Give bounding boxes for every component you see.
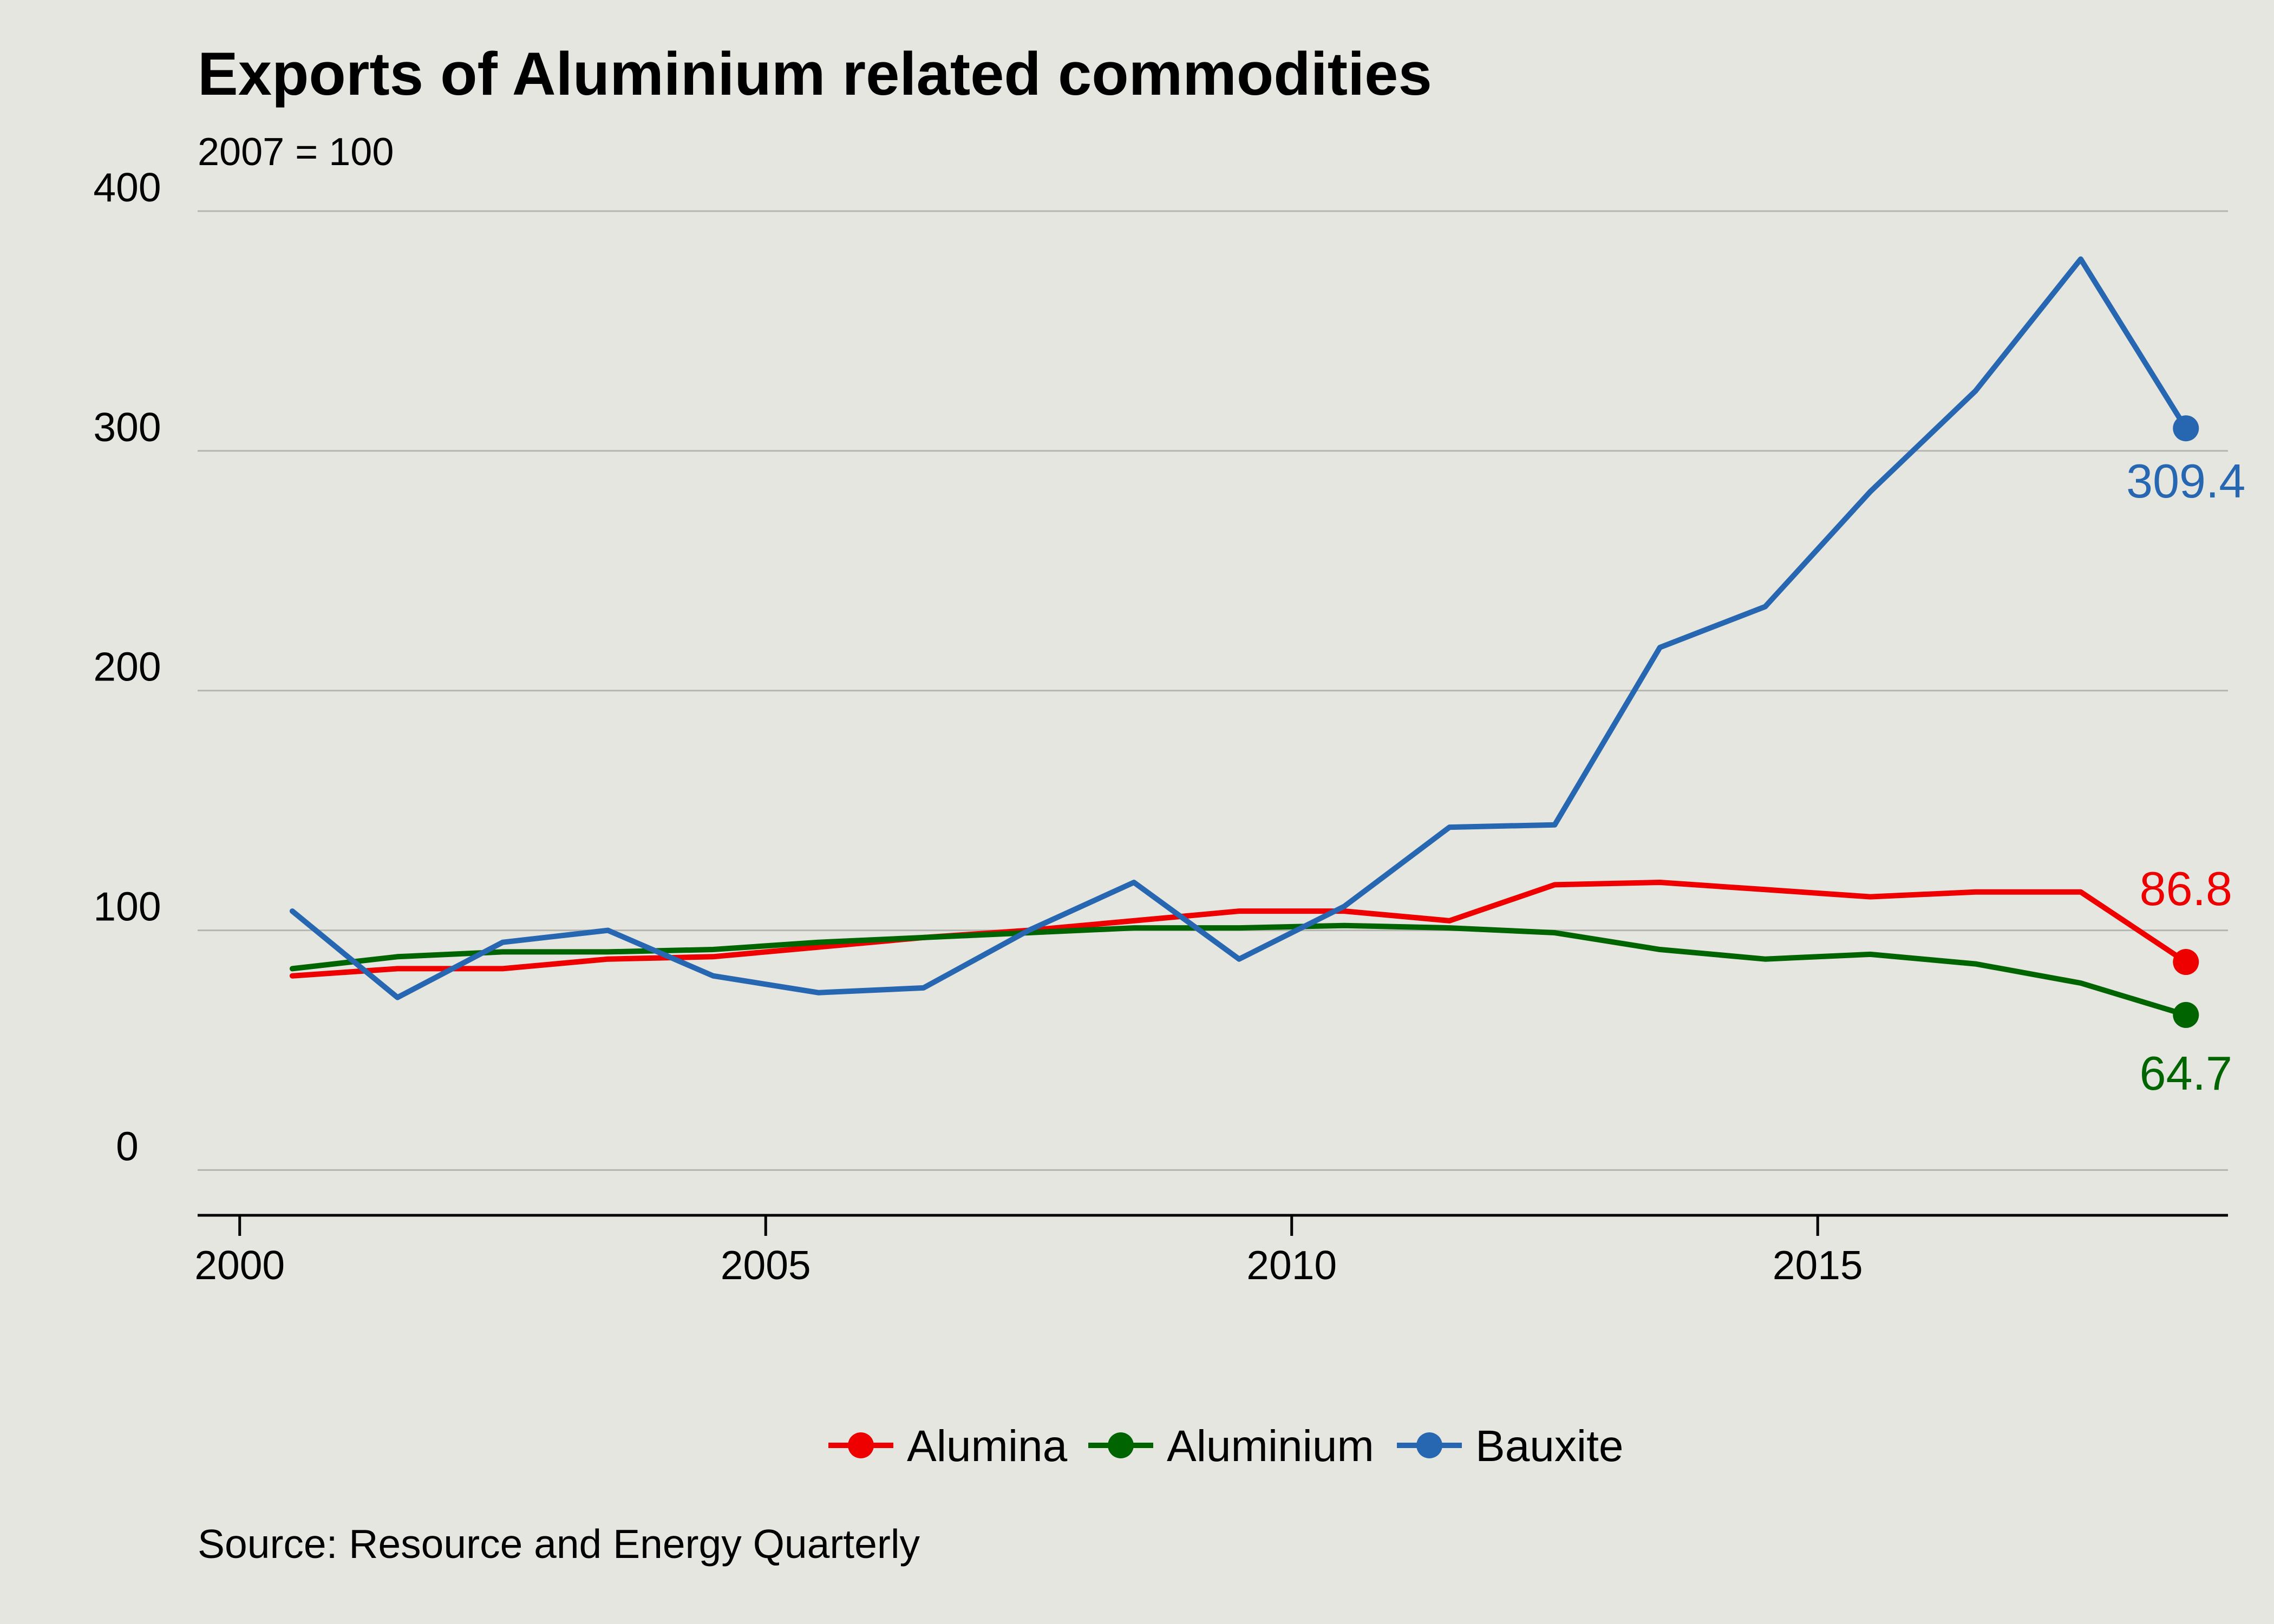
y-tick-label-100: 100 bbox=[93, 884, 161, 929]
legend-label-bauxite: Bauxite bbox=[1475, 1422, 1624, 1471]
series-line-aluminium bbox=[289, 922, 2189, 1018]
plot-lines bbox=[289, 256, 2199, 1028]
legend-swatch-point-alumina bbox=[848, 1432, 874, 1458]
y-tick-label-400: 400 bbox=[93, 165, 161, 210]
end-label-alumina: 86.8 bbox=[2140, 862, 2232, 915]
end-label-bauxite: 309.4 bbox=[2126, 454, 2245, 508]
x-axis: 2000 2005 2010 2015 bbox=[194, 1215, 1863, 1288]
chart-subtitle: 2007 = 100 bbox=[198, 130, 394, 174]
legend-swatch-point-bauxite bbox=[1416, 1432, 1442, 1458]
chart-title: Exports of Aluminium related commodities bbox=[198, 40, 1432, 108]
y-axis-labels: 0 100 200 300 400 bbox=[93, 165, 161, 1169]
end-label-aluminium: 64.7 bbox=[2140, 1046, 2232, 1100]
end-point-alumina bbox=[2173, 949, 2199, 975]
x-tick-label-2000: 2000 bbox=[194, 1242, 285, 1288]
y-tick-label-200: 200 bbox=[93, 644, 161, 690]
series-line-alumina bbox=[289, 880, 2189, 979]
end-point-bauxite bbox=[2173, 415, 2199, 442]
series-line-bauxite bbox=[289, 256, 2189, 1000]
end-labels: 86.8 64.7 309.4 bbox=[2126, 454, 2245, 1100]
legend-label-alumina: Alumina bbox=[907, 1422, 1068, 1471]
end-point-aluminium bbox=[2173, 1001, 2199, 1028]
legend-item-aluminium: Aluminium bbox=[1088, 1422, 1374, 1471]
legend: Alumina Aluminium Bauxite bbox=[828, 1422, 1624, 1471]
x-tick-label-2015: 2015 bbox=[1773, 1242, 1863, 1288]
x-tick-label-2005: 2005 bbox=[721, 1242, 811, 1288]
grid-lines bbox=[198, 210, 2228, 1171]
legend-item-bauxite: Bauxite bbox=[1397, 1422, 1624, 1471]
legend-label-aluminium: Aluminium bbox=[1167, 1422, 1374, 1471]
legend-item-alumina: Alumina bbox=[828, 1422, 1068, 1471]
x-tick-label-2010: 2010 bbox=[1246, 1242, 1337, 1288]
legend-swatch-point-aluminium bbox=[1108, 1432, 1134, 1458]
source-caption: Source: Resource and Energy Quarterly bbox=[198, 1521, 920, 1567]
y-tick-label-300: 300 bbox=[93, 404, 161, 450]
y-tick-label-0: 0 bbox=[116, 1123, 139, 1169]
